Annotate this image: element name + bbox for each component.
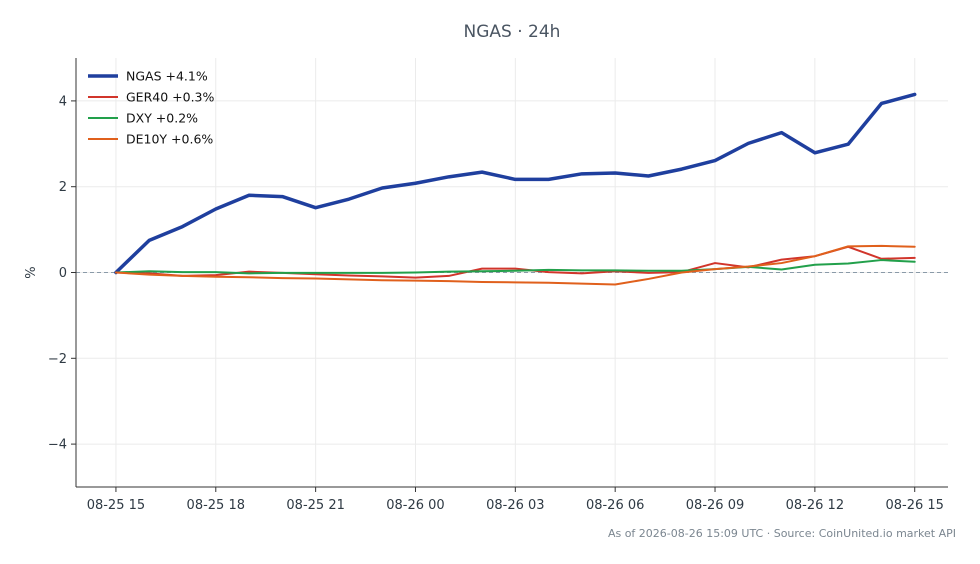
ticks-layer: 08-25 15 08-25 18 08-25 21 08-26 00 08-26 03… (48, 94, 944, 513)
series-line-1 (114, 245, 916, 279)
legend-entry-label: GER40 +0.3% (126, 90, 215, 105)
x-tick-label: 08-26 00 (386, 498, 444, 513)
legend-entry-label: NGAS +4.1% (126, 69, 208, 84)
legend-entry-label: DXY +0.2% (126, 111, 198, 126)
chart-title: NGAS · 24h (464, 22, 561, 42)
source-footer: As of 2026-08-26 15:09 UTC · Source: Coi… (608, 527, 956, 540)
x-tick-label: 08-26 09 (686, 498, 744, 513)
y-tick-label: −4 (48, 438, 67, 453)
y-tick-label: 0 (59, 266, 67, 281)
x-tick-label: 08-26 15 (885, 498, 943, 513)
legend: NGAS +4.1% GER40 +0.3% DXY +0.2% DE10Y +0.6… (88, 69, 215, 147)
series-layer (114, 92, 917, 286)
x-tick-label: 08-25 18 (187, 498, 245, 513)
series-line-0 (114, 92, 917, 275)
y-tick-label: −2 (48, 352, 67, 367)
x-tick-label: 08-25 15 (87, 498, 145, 513)
y-tick-label: 4 (59, 94, 67, 109)
x-tick-label: 08-25 21 (286, 498, 344, 513)
series-line-2 (114, 259, 916, 275)
x-tick-label: 08-26 06 (586, 498, 644, 513)
legend-entry-label: DE10Y +0.6% (126, 132, 213, 147)
y-tick-label: 2 (59, 180, 67, 195)
y-axis-label: % (24, 266, 39, 278)
x-tick-label: 08-26 03 (486, 498, 544, 513)
series-line-3 (114, 244, 916, 286)
x-tick-label: 08-26 12 (786, 498, 844, 513)
